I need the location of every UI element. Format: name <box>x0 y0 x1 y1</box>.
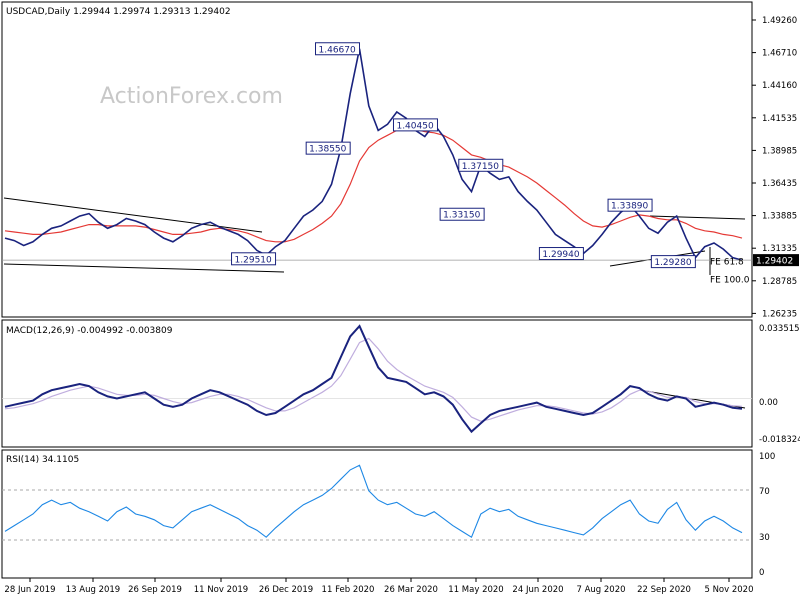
rsi-tick-label: 70 <box>759 487 770 497</box>
x-tick-label: 11 Nov 2019 <box>194 585 248 595</box>
price-label-box <box>231 252 277 266</box>
rsi-plot <box>4 464 743 539</box>
y-tick-label: 1.36435 <box>762 179 797 189</box>
macd-panel-title: MACD(12,26,9) -0.004992 -0.003809 <box>6 326 173 336</box>
macd-tick-label: 0.00 <box>759 398 778 408</box>
x-tick-label: 5 Nov 2020 <box>704 585 753 595</box>
price-panel <box>1 1 753 318</box>
price-panel-title: USDCAD,Daily 1.29944 1.29974 1.29313 1.2… <box>6 7 231 17</box>
moving-average-line <box>4 127 743 243</box>
price-label-box <box>650 255 696 269</box>
x-tick-label: 13 Aug 2019 <box>66 585 120 595</box>
price-plot: 1.46670 1.38550 1.40450 1.37150 1.33150 1.295… <box>2 42 752 286</box>
x-tick-label: 22 Sep 2020 <box>637 585 691 595</box>
rsi-panel-title: RSI(14) 34.1105 <box>6 455 79 465</box>
fib-label: FE 100.0 <box>710 276 750 286</box>
price-label: 1.29280 <box>654 258 691 268</box>
price-label-box <box>439 207 485 221</box>
resistance-trendline <box>649 215 746 220</box>
price-label-box <box>607 198 653 212</box>
price-label: 1.29940 <box>542 250 579 260</box>
y-tick-label: 1.49260 <box>762 16 797 26</box>
y-tick-label: 1.28785 <box>762 277 797 287</box>
x-tick-label: 7 Aug 2020 <box>576 585 625 595</box>
rsi-panel <box>1 449 753 579</box>
price-label-box <box>538 247 584 261</box>
current-price-label: 1.29402 <box>756 257 793 267</box>
lower-trendline <box>3 263 285 273</box>
y-tick-label: 1.26235 <box>762 309 797 319</box>
x-tick-label: 24 Jun 2020 <box>512 585 563 595</box>
price-label: 1.33890 <box>611 202 648 212</box>
price-label: 1.46670 <box>319 45 356 55</box>
rsi-tick-label: 100 <box>759 452 775 462</box>
x-tick-label: 26 Sep 2019 <box>128 585 182 595</box>
fib-label: FE 61.8 <box>710 258 744 268</box>
price-label: 1.33150 <box>443 211 480 221</box>
rsi-line <box>4 464 743 539</box>
y-tick-label: 1.33885 <box>762 212 797 222</box>
axes: 1.49260 1.46710 1.44160 1.41535 1.38985 1.364… <box>4 16 800 595</box>
y-tick-label: 1.41535 <box>762 114 797 124</box>
x-tick-label: 28 Jun 2019 <box>4 585 55 595</box>
watermark: ActionForex.com <box>100 84 283 109</box>
price-label: 1.40450 <box>396 121 433 131</box>
y-tick-label: 1.46710 <box>762 49 797 59</box>
price-line <box>4 48 743 261</box>
y-tick-label: 1.38985 <box>762 146 797 156</box>
macd-plot <box>2 324 752 434</box>
x-tick-label: 11 May 2020 <box>448 585 503 595</box>
price-label-box <box>315 42 361 56</box>
price-label: 1.38550 <box>309 145 346 155</box>
current-price-badge <box>753 254 799 267</box>
rsi-tick-label: 0 <box>759 568 764 578</box>
price-label: 1.37150 <box>462 162 499 172</box>
x-tick-label: 26 Dec 2019 <box>259 585 313 595</box>
macd-panel <box>1 319 753 448</box>
price-label: 1.29510 <box>235 255 272 265</box>
price-label-box <box>458 158 504 172</box>
macd-tick-label: -0.018324 <box>759 435 800 445</box>
x-tick-label: 11 Feb 2020 <box>322 585 375 595</box>
y-tick-label: 1.31335 <box>762 244 797 254</box>
macd-line <box>4 324 743 434</box>
price-label-box <box>392 118 438 132</box>
y-tick-label: 1.44160 <box>762 81 797 91</box>
x-tick-label: 26 Mar 2020 <box>384 585 438 595</box>
rsi-tick-label: 30 <box>759 533 770 543</box>
price-label-box <box>305 141 351 155</box>
macd-tick-label: 0.033515 <box>759 324 800 334</box>
